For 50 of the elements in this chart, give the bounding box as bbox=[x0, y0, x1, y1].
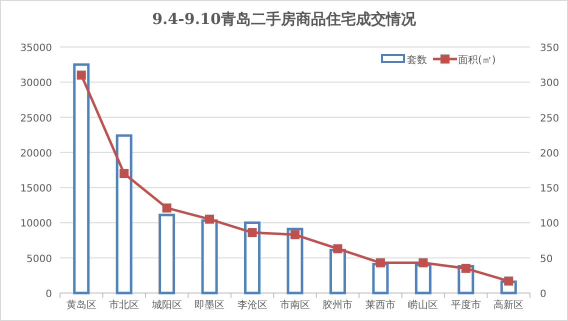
y-tick-label: 15000 bbox=[20, 184, 52, 195]
point bbox=[290, 230, 300, 240]
x-tick-label: 崂山区 bbox=[408, 299, 438, 311]
y-tick-label: 5000 bbox=[26, 254, 52, 265]
bar bbox=[116, 134, 132, 294]
point bbox=[76, 70, 86, 80]
y2-tick-label: 350 bbox=[540, 43, 560, 54]
y2-tick-label: 200 bbox=[540, 148, 560, 160]
point bbox=[205, 214, 214, 224]
x-tick-label: 高新区 bbox=[494, 299, 524, 311]
bar bbox=[286, 228, 304, 294]
bar bbox=[244, 221, 261, 294]
y2-tick-label: 300 bbox=[540, 78, 560, 90]
y-tick-label: 20000 bbox=[20, 148, 52, 160]
legend-label: 套数 bbox=[407, 54, 427, 66]
bar bbox=[329, 248, 346, 294]
x-tick-label: 平度市 bbox=[450, 299, 481, 311]
point bbox=[248, 228, 257, 238]
bar bbox=[73, 63, 90, 294]
point bbox=[376, 258, 385, 268]
x-tick-label: 即墨区 bbox=[194, 300, 225, 311]
y2-tick-label: 50 bbox=[540, 254, 553, 265]
y-tick-label: 35000 bbox=[20, 43, 52, 54]
point bbox=[162, 203, 172, 212]
y2-tick-label: 250 bbox=[540, 113, 560, 124]
y-tick-label: 25000 bbox=[20, 113, 52, 124]
x-tick-label: 胶州市 bbox=[322, 299, 353, 311]
y-tick-label: 0 bbox=[46, 289, 52, 300]
x-tick-label: 市北区 bbox=[109, 299, 140, 311]
chart-title: 9.4-9.10青岛二手房商品住宅成交情况 bbox=[152, 10, 417, 28]
x-tick-label: 城阳区 bbox=[150, 299, 182, 311]
x-tick-label: 莱西市 bbox=[365, 299, 396, 311]
point bbox=[461, 264, 470, 273]
point bbox=[418, 258, 428, 268]
x-tick-label: 市南区 bbox=[280, 299, 310, 311]
y2-tick-label: 0 bbox=[540, 289, 546, 300]
y-tick-label: 10000 bbox=[20, 218, 52, 230]
y2-tick-label: 100 bbox=[540, 218, 560, 230]
bar bbox=[414, 264, 432, 294]
bar bbox=[158, 214, 176, 294]
bar bbox=[372, 262, 389, 294]
x-tick-label: 黄岛区 bbox=[66, 299, 96, 311]
point bbox=[504, 276, 514, 286]
point bbox=[120, 169, 129, 178]
bar bbox=[201, 219, 218, 294]
y-tick-label: 30000 bbox=[20, 78, 52, 90]
legend-label: 面积(㎡) bbox=[458, 55, 496, 66]
y2-tick-label: 150 bbox=[540, 184, 560, 195]
x-tick-label: 李沧区 bbox=[237, 299, 268, 311]
point bbox=[333, 244, 342, 254]
